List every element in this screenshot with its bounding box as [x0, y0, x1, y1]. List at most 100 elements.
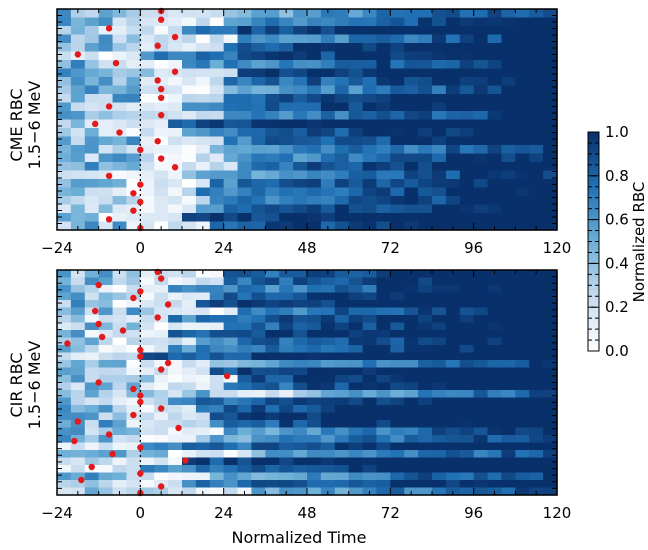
heatmap-cell	[84, 292, 100, 301]
heatmap-cell	[237, 292, 253, 301]
heatmap-cell	[432, 487, 447, 496]
heatmap-cell	[140, 26, 155, 36]
heatmap-cell	[57, 457, 72, 466]
heatmap-cell	[445, 102, 461, 112]
heatmap-cell	[168, 457, 183, 466]
heatmap-cell	[362, 360, 378, 369]
heatmap-cell	[140, 360, 155, 369]
heatmap-cell	[459, 94, 475, 104]
heatmap-cell	[279, 128, 294, 138]
heatmap-cell	[251, 119, 266, 129]
heatmap-cell	[445, 34, 461, 44]
heatmap-cell	[320, 68, 336, 78]
heatmap-cell	[293, 285, 308, 294]
heatmap-cell	[432, 270, 447, 279]
heatmap-cell	[376, 360, 391, 369]
heatmap-cell	[70, 292, 86, 301]
heatmap-cell	[515, 153, 530, 163]
heatmap-cell	[223, 136, 239, 146]
heatmap-cell	[307, 427, 322, 436]
heatmap-cell	[70, 480, 86, 489]
heatmap-cell	[293, 435, 308, 444]
heatmap-cell	[112, 382, 128, 391]
heatmap-cell	[432, 221, 447, 231]
heatmap-cell	[334, 145, 350, 155]
heatmap-cell	[334, 221, 350, 231]
heatmap-cell	[376, 136, 391, 146]
heatmap-cell	[529, 111, 544, 121]
heatmap-cell	[473, 136, 489, 146]
heatmap-cell	[168, 136, 183, 146]
heatmap-cell	[376, 472, 391, 481]
heatmap-cell	[293, 179, 308, 189]
heatmap-cell	[445, 170, 461, 180]
heatmap-cell	[376, 382, 391, 391]
colorbar-tick-label: 1.0	[605, 123, 629, 141]
heatmap-cell	[320, 77, 336, 87]
heatmap-cell	[112, 34, 128, 44]
heatmap-cell	[445, 153, 461, 163]
heatmap-cell	[334, 330, 350, 339]
heatmap-cell	[251, 111, 266, 121]
onset-marker	[105, 216, 113, 223]
heatmap-cell	[515, 360, 530, 369]
heatmap-cell	[168, 111, 183, 121]
heatmap-cell	[418, 145, 433, 155]
onset-marker	[137, 398, 144, 406]
heatmap-cell	[237, 412, 253, 421]
heatmap-cell	[404, 420, 419, 429]
heatmap-cell	[140, 102, 155, 112]
onset-marker	[171, 33, 179, 41]
heatmap-cell	[473, 337, 489, 346]
heatmap-cell	[334, 60, 350, 70]
heatmap-cell	[404, 337, 419, 346]
heatmap-cell	[459, 480, 475, 489]
heatmap-cell	[390, 375, 405, 384]
heatmap-cell	[348, 322, 364, 331]
heatmap-cell	[195, 435, 211, 444]
heatmap-cell	[418, 213, 433, 223]
heatmap-cell	[320, 480, 336, 489]
heatmap-cell	[362, 345, 378, 354]
heatmap-cell	[348, 315, 364, 324]
heatmap-cell	[112, 9, 128, 19]
heatmap-cell	[404, 315, 419, 324]
heatmap-cell	[182, 390, 197, 399]
heatmap-cell	[223, 412, 239, 421]
heatmap-cell	[293, 119, 308, 129]
heatmap-cell	[501, 26, 516, 36]
heatmap-cell	[320, 367, 336, 376]
heatmap-cell	[529, 102, 544, 112]
heatmap-cell	[487, 277, 503, 286]
heatmap-cell	[251, 450, 266, 459]
heatmap-cell	[70, 337, 86, 346]
heatmap-cell	[223, 119, 239, 129]
heatmap-cell	[182, 34, 197, 44]
heatmap-cell	[348, 85, 364, 95]
heatmap-cell	[195, 472, 211, 481]
heatmap-cell	[418, 270, 433, 279]
heatmap-cell	[223, 427, 239, 436]
heatmap-cell	[487, 352, 503, 361]
heatmap-cell	[98, 26, 114, 36]
heatmap-cell	[237, 442, 253, 451]
heatmap-cell	[473, 34, 489, 44]
x-tick-label: 96	[464, 504, 483, 522]
heatmap-cell	[362, 170, 378, 180]
heatmap-cell	[70, 196, 86, 206]
heatmap-cell	[487, 145, 503, 155]
heatmap-cell	[293, 102, 308, 112]
heatmap-cell	[515, 26, 530, 36]
heatmap-cell	[84, 487, 100, 496]
heatmap-cell	[459, 170, 475, 180]
heatmap-cell	[473, 300, 489, 309]
heatmap-cell	[84, 187, 100, 197]
heatmap-cell	[293, 405, 308, 414]
heatmap-cell	[293, 292, 308, 301]
heatmap-cell	[140, 472, 155, 481]
heatmap-cell	[529, 330, 544, 339]
heatmap-cell	[265, 292, 280, 301]
heatmap-cell	[404, 435, 419, 444]
heatmap-cell	[432, 285, 447, 294]
heatmap-cell	[126, 102, 141, 112]
